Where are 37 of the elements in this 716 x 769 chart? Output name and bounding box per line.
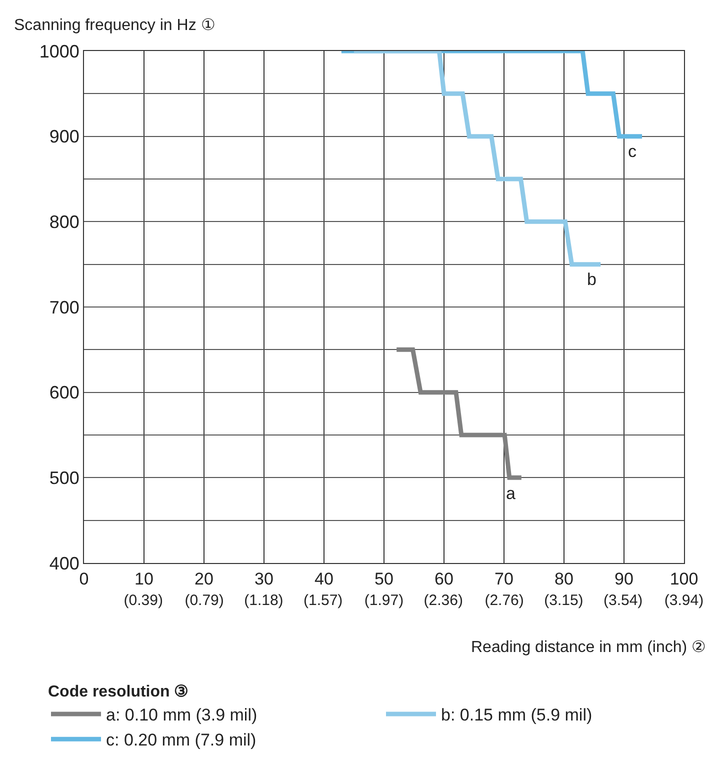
x-tick-label: 40: [314, 569, 334, 588]
y-tick-label: 500: [49, 468, 80, 488]
legend-label: b: 0.15 mm (5.9 mil): [441, 706, 592, 725]
x2-tick-label: (2.36): [424, 592, 463, 609]
x2-tick-label: (1.18): [244, 592, 284, 609]
x2-tick-label: (3.15): [544, 592, 584, 609]
x2-tick-label: (0.79): [184, 592, 224, 609]
x2-tick-label: (3.54): [603, 592, 643, 609]
x-tick-label: 30: [254, 569, 274, 588]
x-axis-title: Reading distance in mm (inch) ②: [471, 639, 706, 656]
x-tick-label: 90: [614, 569, 634, 588]
x-tick-label: 60: [434, 569, 454, 588]
y-tick-label: 900: [49, 126, 80, 147]
x-tick-label: 20: [194, 569, 214, 588]
legend-label: a: 0.10 mm (3.9 mil): [106, 706, 258, 725]
y-tick-label: 600: [49, 382, 80, 403]
x2-tick-label: (3.94): [664, 592, 704, 609]
y-tick-label: 700: [49, 297, 80, 318]
x-tick-label: 0: [79, 569, 89, 588]
y-tick-label: 800: [49, 212, 80, 232]
x2-tick-label: (2.76): [484, 592, 524, 609]
annotation: b: [587, 270, 596, 289]
annotation: c: [628, 142, 637, 161]
y-axis-title: Scanning frequency in Hz ①: [14, 17, 215, 34]
legend-label: c: 0.20 mm (7.9 mil): [106, 730, 256, 750]
x2-tick-label: (1.57): [303, 592, 343, 609]
x-tick-label: 10: [134, 569, 154, 588]
x-tick-label: 50: [374, 569, 394, 588]
x-tick-label: 70: [494, 569, 514, 588]
annotation: a: [506, 484, 516, 503]
y-tick-label: 400: [49, 553, 80, 574]
x-tick-label: 100: [670, 569, 698, 588]
legend-title: Code resolution ③: [48, 683, 188, 700]
x-tick-label: 80: [554, 569, 574, 588]
x2-tick-label: (1.97): [364, 592, 404, 609]
y-tick-label: 1000: [39, 41, 80, 62]
x2-tick-label: (0.39): [124, 592, 163, 609]
